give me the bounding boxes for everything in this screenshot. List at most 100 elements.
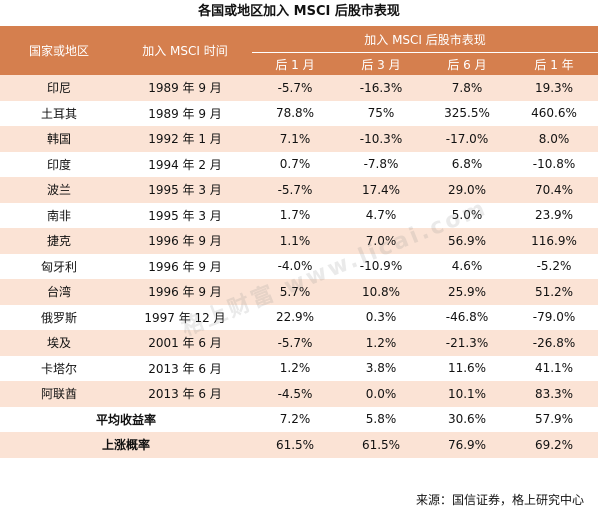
cell-1m: 1.7%	[252, 202, 338, 228]
cell-1m: -5.7%	[252, 177, 338, 203]
cell-3m: 0.3%	[338, 304, 424, 330]
cell-1y: 83.3%	[510, 381, 598, 407]
cell-3m: -16.3%	[338, 75, 424, 101]
header-period-1y: 后 1 年	[510, 52, 598, 75]
table-row: 阿联酋 2013 年 6 月 -4.5% 0.0% 10.1% 83.3%	[0, 381, 598, 407]
cell-6m: 4.6%	[424, 253, 510, 279]
source-note: 来源：国信证券，格上研究中心	[415, 493, 584, 507]
msci-performance-table: 国家或地区 加入 MSCI 时间 加入 MSCI 后股市表现 后 1 月 后 3…	[0, 26, 598, 458]
summary-row-average: 平均收益率 7.2% 5.8% 30.6% 57.9%	[0, 406, 598, 432]
cell-1m: -4.5%	[252, 381, 338, 407]
cell-6m: 76.9%	[424, 432, 510, 458]
cell-country: 土耳其	[0, 100, 118, 126]
cell-1m: 78.8%	[252, 100, 338, 126]
cell-1y: -26.8%	[510, 330, 598, 356]
cell-6m: 29.0%	[424, 177, 510, 203]
cell-country: 印度	[0, 151, 118, 177]
cell-6m: -21.3%	[424, 330, 510, 356]
cell-3m: 1.2%	[338, 330, 424, 356]
cell-country: 南非	[0, 202, 118, 228]
cell-1m: 1.2%	[252, 355, 338, 381]
cell-country: 卡塔尔	[0, 355, 118, 381]
table-row: 南非 1995 年 3 月 1.7% 4.7% 5.0% 23.9%	[0, 202, 598, 228]
table-row: 捷克 1996 年 9 月 1.1% 7.0% 56.9% 116.9%	[0, 228, 598, 254]
cell-date: 1996 年 9 月	[118, 228, 252, 254]
cell-date: 1996 年 9 月	[118, 279, 252, 305]
cell-6m: -17.0%	[424, 126, 510, 152]
cell-1y: 41.1%	[510, 355, 598, 381]
cell-country: 波兰	[0, 177, 118, 203]
cell-3m: 7.0%	[338, 228, 424, 254]
table-row: 埃及 2001 年 6 月 -5.7% 1.2% -21.3% -26.8%	[0, 330, 598, 356]
cell-3m: -10.3%	[338, 126, 424, 152]
cell-1m: 5.7%	[252, 279, 338, 305]
cell-3m: 3.8%	[338, 355, 424, 381]
cell-1y: 460.6%	[510, 100, 598, 126]
cell-6m: 11.6%	[424, 355, 510, 381]
cell-1m: 61.5%	[252, 432, 338, 458]
cell-6m: 25.9%	[424, 279, 510, 305]
table-row: 印度 1994 年 2 月 0.7% -7.8% 6.8% -10.8%	[0, 151, 598, 177]
cell-3m: 4.7%	[338, 202, 424, 228]
cell-country: 俄罗斯	[0, 304, 118, 330]
cell-1m: 7.2%	[252, 406, 338, 432]
table-row: 土耳其 1989 年 9 月 78.8% 75% 325.5% 460.6%	[0, 100, 598, 126]
cell-6m: 7.8%	[424, 75, 510, 101]
cell-1y: 116.9%	[510, 228, 598, 254]
cell-date: 2013 年 6 月	[118, 355, 252, 381]
cell-country: 捷克	[0, 228, 118, 254]
cell-1y: -5.2%	[510, 253, 598, 279]
cell-date: 1995 年 3 月	[118, 202, 252, 228]
cell-date: 1989 年 9 月	[118, 75, 252, 101]
cell-6m: 6.8%	[424, 151, 510, 177]
cell-1y: -10.8%	[510, 151, 598, 177]
cell-country: 匈牙利	[0, 253, 118, 279]
cell-6m: -46.8%	[424, 304, 510, 330]
cell-country: 埃及	[0, 330, 118, 356]
cell-1y: 51.2%	[510, 279, 598, 305]
cell-date: 2013 年 6 月	[118, 381, 252, 407]
cell-6m: 30.6%	[424, 406, 510, 432]
cell-date: 1995 年 3 月	[118, 177, 252, 203]
cell-3m: 5.8%	[338, 406, 424, 432]
cell-1m: 0.7%	[252, 151, 338, 177]
cell-1m: -5.7%	[252, 330, 338, 356]
cell-1m: -4.0%	[252, 253, 338, 279]
cell-date: 1994 年 2 月	[118, 151, 252, 177]
cell-3m: 10.8%	[338, 279, 424, 305]
summary-label: 平均收益率	[0, 406, 252, 432]
table-row: 俄罗斯 1997 年 12 月 22.9% 0.3% -46.8% -79.0%	[0, 304, 598, 330]
cell-country: 韩国	[0, 126, 118, 152]
header-country: 国家或地区	[0, 26, 118, 75]
cell-1y: 57.9%	[510, 406, 598, 432]
header-period-1m: 后 1 月	[252, 52, 338, 75]
cell-3m: 17.4%	[338, 177, 424, 203]
cell-date: 2001 年 6 月	[118, 330, 252, 356]
cell-date: 1997 年 12 月	[118, 304, 252, 330]
header-join-time: 加入 MSCI 时间	[118, 26, 252, 75]
table-row: 韩国 1992 年 1 月 7.1% -10.3% -17.0% 8.0%	[0, 126, 598, 152]
cell-1y: -79.0%	[510, 304, 598, 330]
cell-1y: 69.2%	[510, 432, 598, 458]
cell-date: 1996 年 9 月	[118, 253, 252, 279]
cell-6m: 10.1%	[424, 381, 510, 407]
cell-country: 台湾	[0, 279, 118, 305]
cell-1y: 19.3%	[510, 75, 598, 101]
table-row: 波兰 1995 年 3 月 -5.7% 17.4% 29.0% 70.4%	[0, 177, 598, 203]
header-performance: 加入 MSCI 后股市表现	[252, 26, 598, 53]
cell-1m: 22.9%	[252, 304, 338, 330]
cell-date: 1992 年 1 月	[118, 126, 252, 152]
cell-3m: 0.0%	[338, 381, 424, 407]
table-row: 台湾 1996 年 9 月 5.7% 10.8% 25.9% 51.2%	[0, 279, 598, 305]
cell-date: 1989 年 9 月	[118, 100, 252, 126]
table-row: 卡塔尔 2013 年 6 月 1.2% 3.8% 11.6% 41.1%	[0, 355, 598, 381]
cell-country: 印尼	[0, 75, 118, 101]
cell-3m: 75%	[338, 100, 424, 126]
cell-3m: -7.8%	[338, 151, 424, 177]
header-period-3m: 后 3 月	[338, 52, 424, 75]
cell-6m: 325.5%	[424, 100, 510, 126]
header-period-6m: 后 6 月	[424, 52, 510, 75]
cell-1m: 7.1%	[252, 126, 338, 152]
table-row: 印尼 1989 年 9 月 -5.7% -16.3% 7.8% 19.3%	[0, 75, 598, 101]
cell-1y: 8.0%	[510, 126, 598, 152]
